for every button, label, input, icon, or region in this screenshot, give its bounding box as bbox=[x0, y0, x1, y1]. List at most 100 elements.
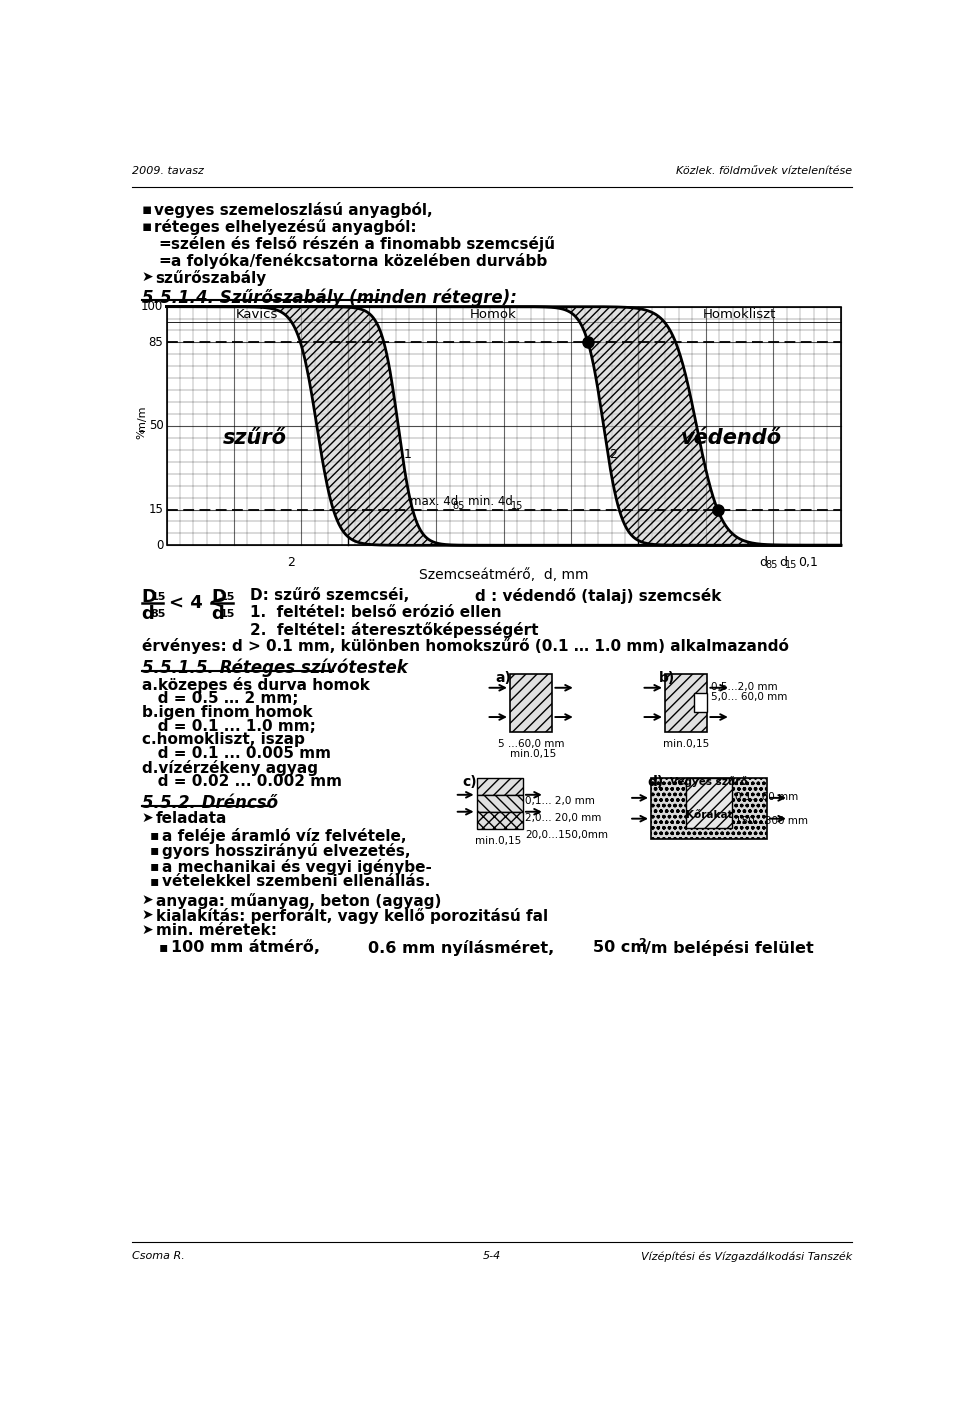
Text: 0,1...60 mm: 0,1...60 mm bbox=[734, 791, 798, 801]
Text: 1.  feltétel: belső erózió ellen: 1. feltétel: belső erózió ellen bbox=[251, 605, 502, 620]
Text: ▪: ▪ bbox=[142, 202, 152, 218]
Text: ▪: ▪ bbox=[150, 859, 158, 873]
Text: c): c) bbox=[463, 774, 477, 788]
Polygon shape bbox=[166, 307, 841, 545]
Text: 100 mm átmérő,: 100 mm átmérő, bbox=[171, 940, 320, 955]
Text: ▪: ▪ bbox=[150, 828, 158, 842]
Text: 2009. tavasz: 2009. tavasz bbox=[132, 165, 204, 175]
Text: =: = bbox=[158, 253, 172, 267]
Bar bbox=[476, 811, 523, 828]
Text: min.0,15: min.0,15 bbox=[510, 749, 556, 759]
Text: D: D bbox=[142, 588, 156, 606]
Text: 0: 0 bbox=[156, 538, 163, 552]
Text: 85: 85 bbox=[150, 609, 165, 619]
Text: feladata: feladata bbox=[156, 811, 227, 827]
Text: érvényes: d > 0.1 mm, különben homokszűrő (0.1 … 1.0 mm) alkalmazandó: érvényes: d > 0.1 mm, különben homokszűr… bbox=[142, 639, 788, 654]
Text: 100: 100 bbox=[141, 300, 163, 314]
Text: védendő: védendő bbox=[681, 428, 782, 448]
Text: 85: 85 bbox=[765, 560, 778, 569]
Text: d: d bbox=[759, 557, 767, 569]
Text: 1: 1 bbox=[403, 448, 412, 461]
Text: 2.  feltétel: áteresztőképességért: 2. feltétel: áteresztőképességért bbox=[251, 622, 539, 637]
Text: 5-4: 5-4 bbox=[483, 1252, 501, 1262]
Bar bbox=[651, 779, 767, 839]
Text: D: D bbox=[211, 588, 227, 606]
Bar bbox=[693, 694, 708, 712]
Polygon shape bbox=[166, 307, 841, 545]
Text: 5.5.2. Dréncső: 5.5.2. Dréncső bbox=[142, 794, 277, 812]
Text: Közlek. földművek víztelenítése: Közlek. földművek víztelenítése bbox=[676, 165, 852, 175]
Text: ➤: ➤ bbox=[142, 909, 154, 923]
Text: 0,1: 0,1 bbox=[798, 557, 818, 569]
Text: =: = bbox=[158, 236, 172, 250]
Text: m/m: m/m bbox=[136, 406, 147, 431]
Text: 150...300 mm: 150...300 mm bbox=[734, 817, 807, 827]
Text: kialakítás: perforált, vagy kellő porozitású fal: kialakítás: perforált, vagy kellő porozi… bbox=[156, 909, 548, 924]
Text: a feléje áramló víz felvétele,: a feléje áramló víz felvétele, bbox=[162, 828, 406, 844]
Text: ➤: ➤ bbox=[142, 893, 154, 907]
Text: b): b) bbox=[659, 671, 675, 685]
Text: ➤: ➤ bbox=[142, 923, 154, 937]
Text: 0,1... 2,0 mm: 0,1... 2,0 mm bbox=[525, 797, 595, 807]
Text: 85: 85 bbox=[452, 502, 465, 512]
Text: max. 4d: max. 4d bbox=[410, 496, 458, 509]
Text: min.0,15: min.0,15 bbox=[475, 836, 521, 846]
Text: ▪: ▪ bbox=[142, 219, 152, 233]
Text: /m belépési felület: /m belépési felület bbox=[645, 940, 814, 957]
Bar bbox=[665, 674, 708, 732]
Text: < 4 <: < 4 < bbox=[169, 593, 224, 612]
Text: ➤: ➤ bbox=[142, 270, 154, 284]
Text: a folyóka/fenékcsatorna közelében durvább: a folyóka/fenékcsatorna közelében durváb… bbox=[171, 253, 547, 268]
Text: Kavics: Kavics bbox=[236, 308, 278, 321]
Text: d.vízérzékeny agyag: d.vízérzékeny agyag bbox=[142, 760, 318, 776]
Text: 15: 15 bbox=[220, 592, 235, 602]
Text: anyaga: műanyag, beton (agyag): anyaga: műanyag, beton (agyag) bbox=[156, 893, 441, 909]
Text: 2: 2 bbox=[637, 938, 645, 948]
Text: 50: 50 bbox=[149, 420, 163, 432]
Text: d: d bbox=[211, 605, 225, 623]
Text: szűrő: szűrő bbox=[223, 428, 287, 448]
Text: vételekkel szembeni ellenállás.: vételekkel szembeni ellenállás. bbox=[162, 875, 430, 889]
Text: 0.6 mm nyílásméret,: 0.6 mm nyílásméret, bbox=[368, 940, 554, 957]
Bar bbox=[685, 779, 732, 828]
Text: ▪: ▪ bbox=[158, 940, 168, 954]
Text: 50 cm: 50 cm bbox=[592, 940, 647, 955]
Text: d: d bbox=[142, 605, 155, 623]
Text: Homok: Homok bbox=[469, 308, 516, 321]
Text: d = 0.1 ... 1.0 mm;: d = 0.1 ... 1.0 mm; bbox=[142, 719, 316, 733]
Text: 5.5.1.4. Szűrőszabály (minden rétegre):: 5.5.1.4. Szűrőszabály (minden rétegre): bbox=[142, 288, 516, 307]
Text: min. 4d: min. 4d bbox=[468, 496, 513, 509]
Text: gyors hosszirányú elvezetés,: gyors hosszirányú elvezetés, bbox=[162, 844, 410, 859]
Bar bbox=[476, 794, 523, 811]
Text: min. méretek:: min. méretek: bbox=[156, 923, 276, 938]
Text: a mechanikai és vegyi igénybe-: a mechanikai és vegyi igénybe- bbox=[162, 859, 432, 875]
Text: 15: 15 bbox=[511, 502, 523, 512]
Text: a): a) bbox=[496, 671, 512, 685]
Text: Homokliszt: Homokliszt bbox=[703, 308, 777, 321]
Text: %: % bbox=[136, 428, 147, 439]
Text: Szemcseátmérő,  d, mm: Szemcseátmérő, d, mm bbox=[419, 568, 588, 582]
Text: Vegyes szűrő: Vegyes szűrő bbox=[670, 776, 748, 787]
Text: a.közepes és durva homok: a.közepes és durva homok bbox=[142, 677, 370, 692]
Text: 2,0... 20,0 mm: 2,0... 20,0 mm bbox=[525, 814, 602, 824]
Text: b.igen finom homok: b.igen finom homok bbox=[142, 705, 312, 719]
Text: d): d) bbox=[647, 774, 663, 788]
Text: d = 0.1 ... 0.005 mm: d = 0.1 ... 0.005 mm bbox=[142, 746, 330, 762]
Text: 15: 15 bbox=[220, 609, 235, 619]
Text: 0,5...2,0 mm: 0,5...2,0 mm bbox=[711, 681, 778, 691]
Text: ➤: ➤ bbox=[142, 811, 154, 825]
Text: 5.5.1.5. Réteges szívótestek: 5.5.1.5. Réteges szívótestek bbox=[142, 658, 407, 677]
Text: vegyes szemeloszlású anyagból,: vegyes szemeloszlású anyagból, bbox=[155, 202, 433, 218]
Text: d = 0.02 ... 0.002 mm: d = 0.02 ... 0.002 mm bbox=[142, 774, 342, 788]
Text: d : védendő (talaj) szemcsék: d : védendő (talaj) szemcsék bbox=[475, 588, 721, 603]
Bar bbox=[510, 674, 552, 732]
Text: 2: 2 bbox=[287, 557, 295, 569]
Text: d: d bbox=[779, 557, 787, 569]
Bar bbox=[166, 307, 841, 545]
Text: szélen és felső részén a finomabb szemcséjű: szélen és felső részén a finomabb szemcs… bbox=[171, 236, 555, 252]
Text: Kőrakat: Kőrakat bbox=[685, 810, 732, 820]
Bar bbox=[476, 779, 523, 794]
Text: 20,0...150,0mm: 20,0...150,0mm bbox=[525, 831, 609, 841]
Text: 15: 15 bbox=[785, 560, 798, 569]
Text: 5,0... 60,0 mm: 5,0... 60,0 mm bbox=[711, 692, 788, 702]
